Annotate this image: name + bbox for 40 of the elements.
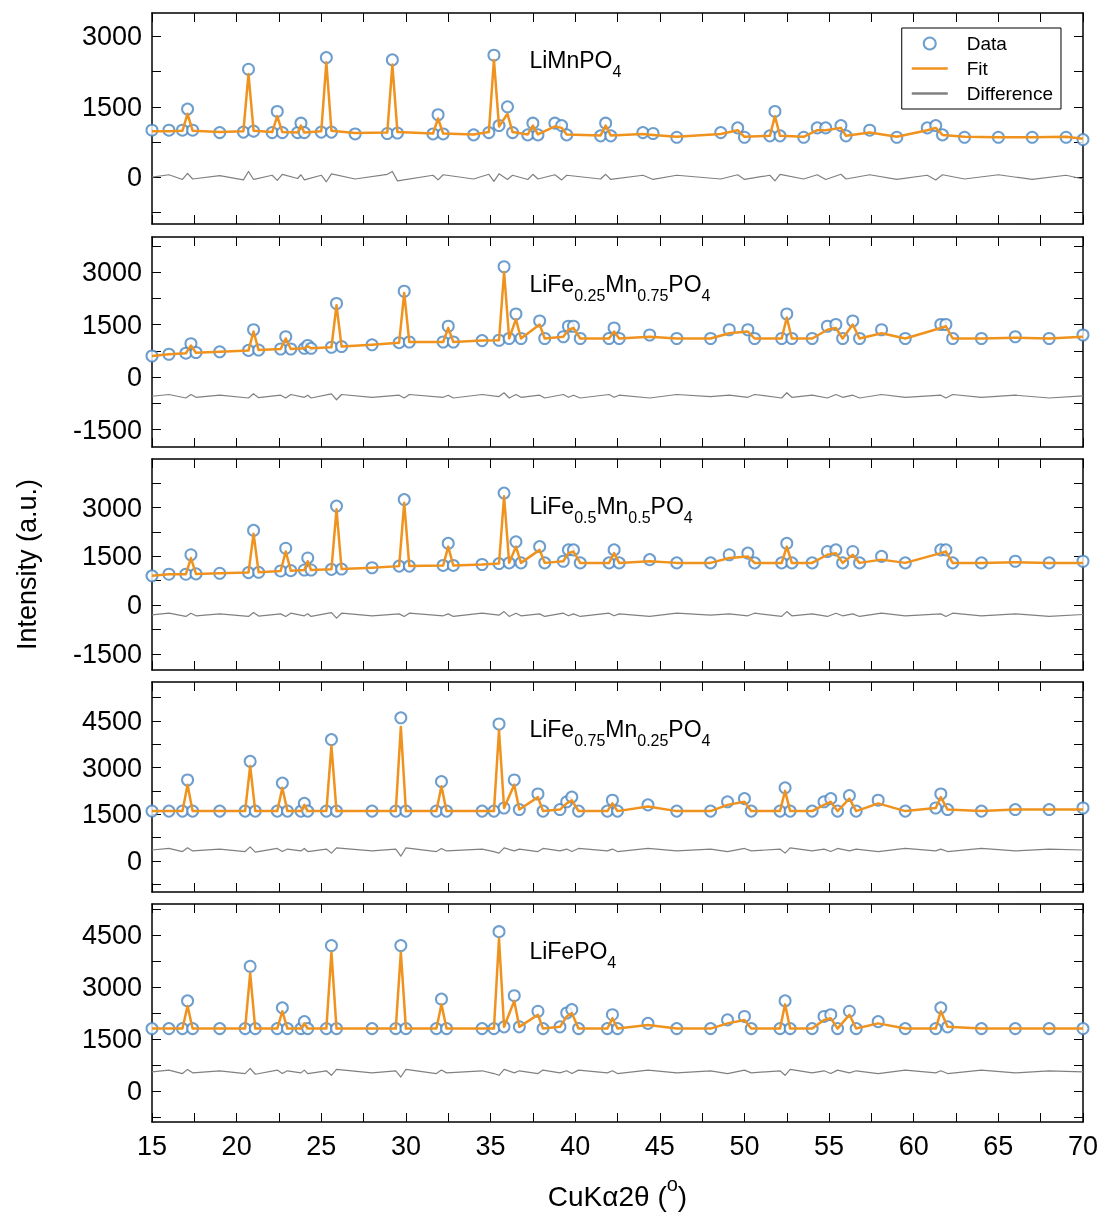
x-tick-label: 25 [306,1130,337,1161]
x-tick-label: 45 [644,1130,675,1161]
x-tick-label: 50 [729,1130,760,1161]
x-tick-label: 20 [221,1130,252,1161]
y-tick-label: 3000 [81,21,142,52]
y-tick-label: 1500 [81,541,142,572]
y-tick-label: 0 [126,590,142,621]
line-series [151,170,1084,183]
y-tick-label: -1500 [72,638,142,669]
line-series [151,392,1084,401]
y-tick-label: 3000 [81,492,142,523]
x-tick-label: 55 [814,1130,845,1161]
y-tick-label: 0 [126,845,142,876]
y-tick-label: 1500 [81,309,142,340]
x-tick-label: 15 [136,1130,168,1161]
y-tick-label: 3000 [81,257,142,287]
y-tick-label: 4500 [81,920,142,951]
x-tick-label: 30 [390,1130,421,1161]
line-series [151,1067,1084,1078]
y-tick-label: 4500 [81,705,142,736]
legend-label: Difference [966,83,1054,104]
legend-label: Fit [966,58,989,79]
x-tick-label: 40 [560,1130,591,1161]
x-tick-label: 70 [1067,1130,1099,1161]
y-tick-label: 3000 [81,752,142,783]
y-axis-title: Intensity (a.u.) [11,478,42,651]
y-tick-label: 1500 [81,1023,142,1054]
x-tick-label: 35 [475,1130,506,1161]
x-tick-label: 65 [983,1130,1014,1161]
line-series [151,610,1084,619]
y-tick-label: 0 [126,162,142,193]
y-tick-label: 3000 [81,972,142,1003]
y-tick-label: 0 [126,1075,142,1106]
x-tick-label: 60 [898,1130,929,1161]
line-series [151,846,1084,857]
y-tick-label: 0 [126,362,142,392]
y-tick-label: -1500 [72,414,142,445]
y-tick-label: 1500 [81,91,142,122]
legend-label: Data [966,33,1008,54]
y-tick-label: 1500 [81,799,142,830]
